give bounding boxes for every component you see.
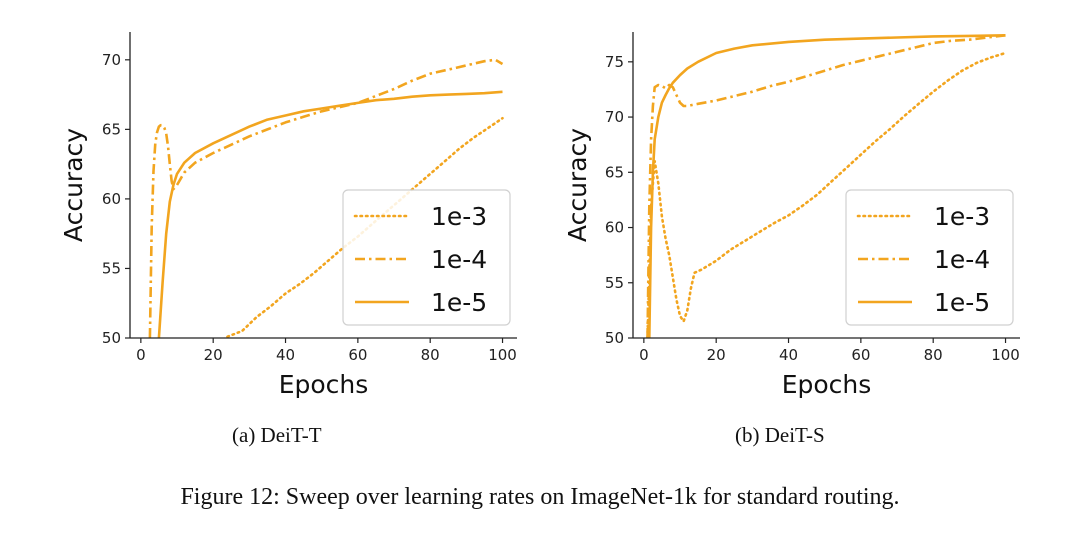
x-tick-label: 60 (348, 346, 367, 364)
x-tick-label: 0 (639, 346, 649, 364)
legend: 1e-3 1e-4 1e-5 (845, 189, 1014, 326)
series-line-1e-4 (148, 58, 504, 338)
y-tick-label: 70 (605, 108, 624, 126)
x-axis-title: Epochs (782, 370, 872, 399)
y-tick-label: 55 (605, 274, 624, 292)
legend-label-1e-3: 1e-3 (431, 202, 487, 231)
legend-box (342, 189, 511, 326)
y-tick-label: 60 (605, 219, 624, 237)
x-tick-label: 100 (991, 346, 1020, 364)
y-tick-label: 60 (102, 190, 121, 208)
subcaption-deit-t: (a) DeiT-T (232, 423, 322, 447)
y-tick-label: 55 (102, 259, 121, 277)
y-tick-label: 50 (605, 329, 624, 347)
panel-deit-t: 0 20 40 60 80 100 50 55 60 65 70 Epochs Accuracy 1e-3… (59, 32, 517, 399)
series-line-1e-5 (648, 34, 1006, 338)
y-axis-title: Accuracy (563, 128, 592, 242)
charts-canvas: 0 20 40 60 80 100 50 55 60 65 70 Epochs Accuracy 1e-3… (59, 32, 1020, 399)
figure-caption: Figure 12: Sweep over learning rates on … (180, 484, 900, 510)
x-tick-label: 40 (276, 346, 295, 364)
x-tick-label: 20 (204, 346, 223, 364)
subcaption-deit-s: (b) DeiT-S (735, 423, 825, 447)
series-line-1e-5 (157, 90, 503, 338)
x-tick-label: 40 (779, 346, 798, 364)
y-tick-label: 75 (605, 53, 624, 71)
series-line-1e-4 (646, 34, 1006, 338)
panel-deit-s: 0 20 40 60 80 100 50 55 60 65 70 75 Epochs Accuracy 1e… (563, 32, 1020, 399)
x-tick-label: 60 (851, 346, 870, 364)
x-axis-title: Epochs (279, 370, 369, 399)
series-group (646, 34, 1007, 338)
legend-label-1e-5: 1e-5 (431, 288, 487, 317)
y-tick-label: 50 (102, 329, 121, 347)
legend-label-1e-5: 1e-5 (934, 288, 990, 317)
y-tick-label: 70 (102, 51, 121, 69)
legend-label-1e-4: 1e-4 (431, 245, 487, 274)
y-axis-title: Accuracy (59, 128, 88, 242)
x-tick-label: 80 (924, 346, 943, 364)
series-line-1e-3 (646, 51, 1007, 338)
x-tick-label: 100 (488, 346, 517, 364)
y-tick-label: 65 (102, 120, 121, 138)
legend-label-1e-4: 1e-4 (934, 245, 990, 274)
legend-box (845, 189, 1014, 326)
legend-label-1e-3: 1e-3 (934, 202, 990, 231)
x-tick-label: 0 (136, 346, 146, 364)
y-tick-label: 65 (605, 163, 624, 181)
x-tick-label: 80 (421, 346, 440, 364)
x-tick-label: 20 (707, 346, 726, 364)
legend: 1e-3 1e-4 1e-5 (342, 189, 511, 326)
